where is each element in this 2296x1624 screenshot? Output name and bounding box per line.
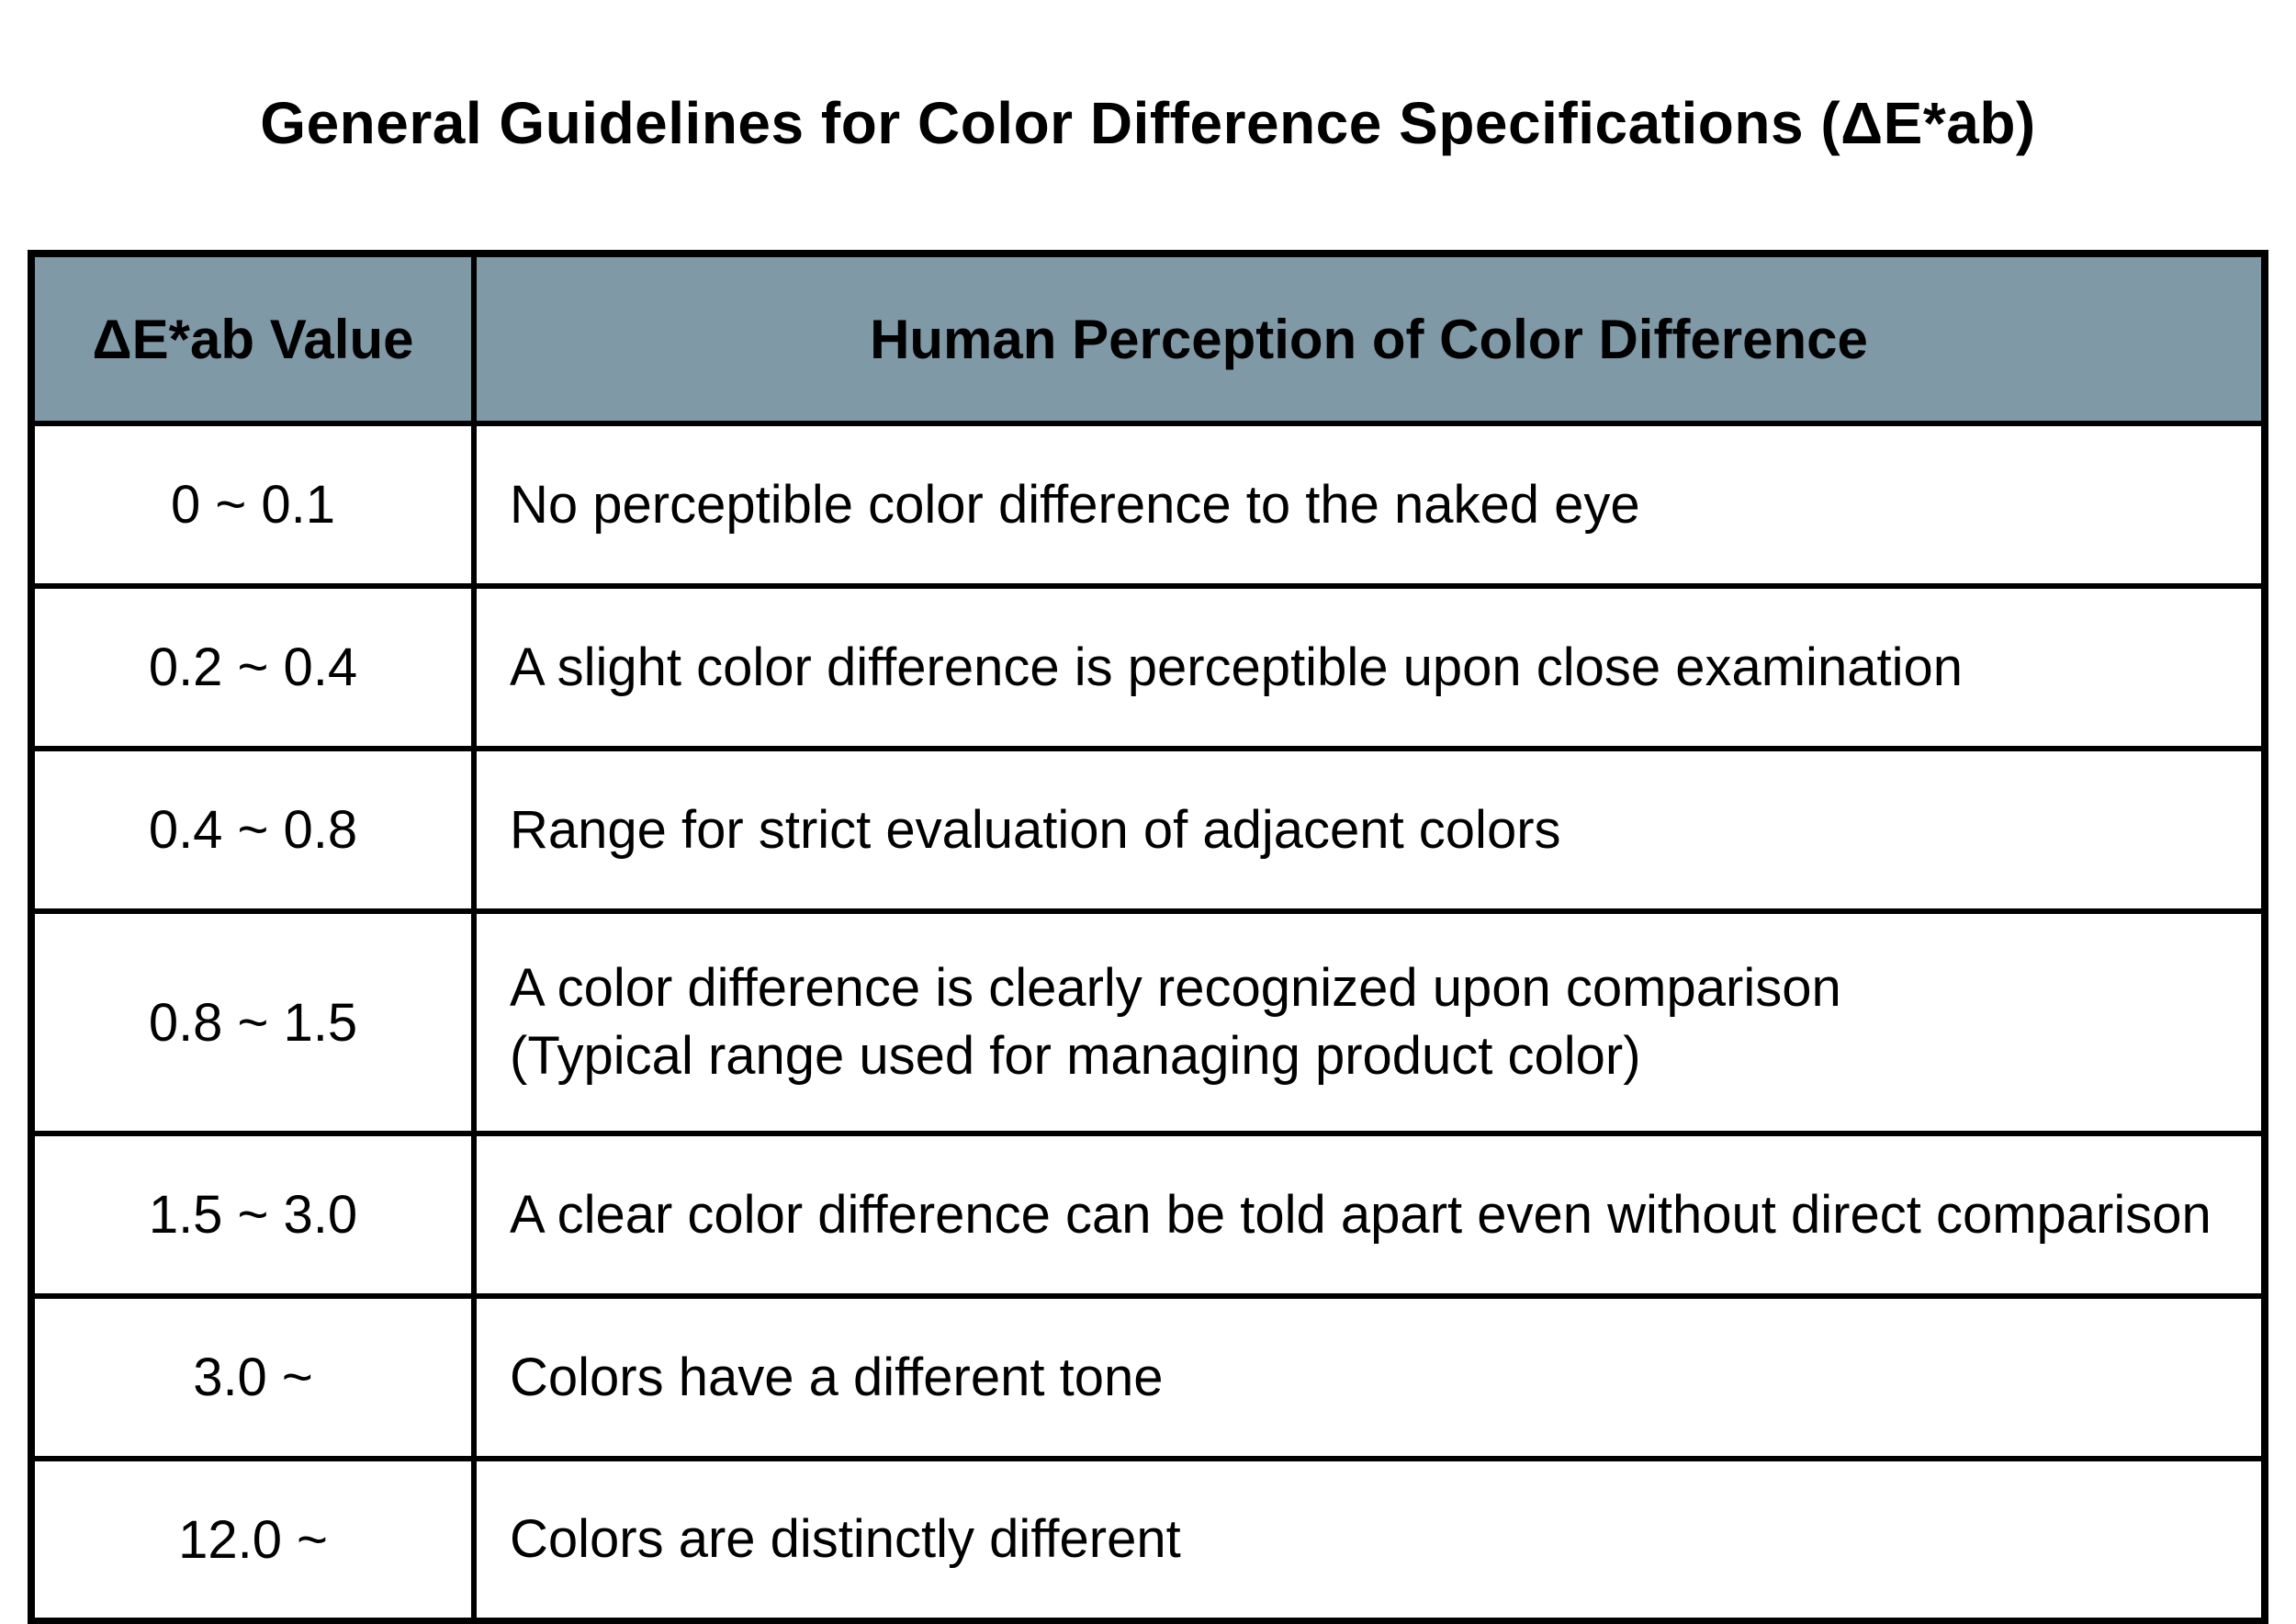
table-row: 3.0 ~ Colors have a different tone <box>28 1293 2268 1461</box>
table-header: ΔE*ab Value Human Perception of Color Di… <box>28 251 2268 426</box>
value-cell: 0.2 ~ 0.4 <box>28 583 477 751</box>
value-cell: 1.5 ~ 3.0 <box>28 1131 477 1299</box>
perception-cell: Colors are distinctly different <box>471 1456 2268 1624</box>
header-row: ΔE*ab Value Human Perception of Color Di… <box>28 251 2268 426</box>
perception-line: Colors have a different tone <box>510 1347 1164 1407</box>
perception-cell: No perceptible color difference to the n… <box>471 421 2268 589</box>
table-body: 0 ~ 0.1 No perceptible color difference t… <box>28 421 2268 1624</box>
column-header-value: ΔE*ab Value <box>28 251 477 426</box>
table-row: 0 ~ 0.1 No perceptible color difference t… <box>28 421 2268 589</box>
perception-line: (Typical range used for managing product… <box>510 1026 1641 1086</box>
perception-line: A color difference is clearly recognized… <box>510 958 1841 1018</box>
perception-line: A clear color difference can be told apa… <box>510 1184 2212 1245</box>
perception-cell: A clear color difference can be told apa… <box>471 1131 2268 1299</box>
color-difference-table: ΔE*ab Value Human Perception of Color Di… <box>28 250 2268 1624</box>
perception-cell: A slight color difference is perceptible… <box>471 583 2268 751</box>
table-row: 12.0 ~ Colors are distinctly different <box>28 1456 2268 1624</box>
table-row: 0.4 ~ 0.8 Range for strict evaluation of … <box>28 746 2268 914</box>
perception-line: Colors are distinctly different <box>510 1509 1181 1569</box>
perception-cell: Range for strict evaluation of adjacent … <box>471 746 2268 914</box>
value-cell: 0.8 ~ 1.5 <box>28 908 477 1136</box>
perception-line: A slight color difference is perceptible… <box>510 637 1963 697</box>
perception-cell: A color difference is clearly recognized… <box>471 908 2268 1136</box>
table-row: 0.2 ~ 0.4 A slight color difference is pe… <box>28 583 2268 751</box>
column-header-perception: Human Perception of Color Difference <box>471 251 2268 426</box>
perception-line: No perceptible color difference to the n… <box>510 474 1640 535</box>
value-cell: 0.4 ~ 0.8 <box>28 746 477 914</box>
perception-cell: Colors have a different tone <box>471 1293 2268 1461</box>
value-cell: 0 ~ 0.1 <box>28 421 477 589</box>
page-title: General Guidelines for Color Difference … <box>260 90 2036 156</box>
table-row: 0.8 ~ 1.5 A color difference is clearly r… <box>28 908 2268 1136</box>
table-row: 1.5 ~ 3.0 A clear color difference can be… <box>28 1131 2268 1299</box>
value-cell: 12.0 ~ <box>28 1456 477 1624</box>
value-cell: 3.0 ~ <box>28 1293 477 1461</box>
perception-line: Range for strict evaluation of adjacent … <box>510 799 1561 860</box>
